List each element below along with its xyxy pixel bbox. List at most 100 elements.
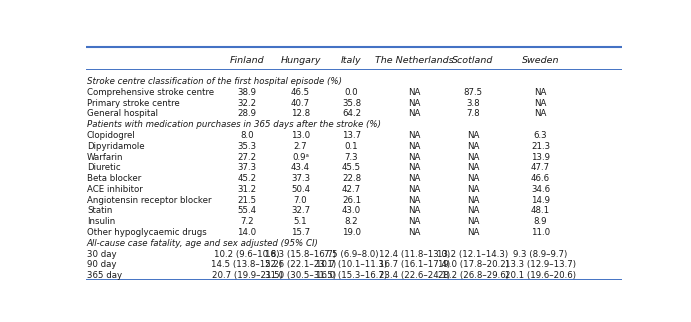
Text: Insulin: Insulin (87, 217, 115, 226)
Text: NA: NA (408, 185, 421, 194)
Text: 16.0 (15.3–16.7): 16.0 (15.3–16.7) (316, 271, 387, 280)
Text: 19.0: 19.0 (342, 228, 361, 237)
Text: 90 day: 90 day (87, 260, 116, 270)
Text: 7.0: 7.0 (294, 196, 307, 205)
Text: Italy: Italy (341, 56, 362, 65)
Text: Scotland: Scotland (453, 56, 493, 65)
Text: 20.1 (19.6–20.6): 20.1 (19.6–20.6) (505, 271, 576, 280)
Text: 48.1: 48.1 (531, 206, 550, 215)
Text: NA: NA (408, 131, 421, 140)
Text: 2.7: 2.7 (294, 142, 307, 151)
Text: 7.8: 7.8 (466, 109, 480, 118)
Text: NA: NA (467, 174, 480, 183)
Text: 7.5 (6.9–8.0): 7.5 (6.9–8.0) (324, 250, 379, 259)
Text: 0.9ᵃ: 0.9ᵃ (292, 153, 309, 162)
Text: 365 day: 365 day (87, 271, 122, 280)
Text: Statin: Statin (87, 206, 112, 215)
Text: NA: NA (408, 163, 421, 172)
Text: NA: NA (408, 206, 421, 215)
Text: 12.8: 12.8 (291, 109, 310, 118)
Text: 31.2: 31.2 (238, 185, 256, 194)
Text: 8.0: 8.0 (240, 131, 254, 140)
Text: NA: NA (467, 196, 480, 205)
Text: 10.2 (9.6–10.8): 10.2 (9.6–10.8) (214, 250, 280, 259)
Text: 45.2: 45.2 (238, 174, 256, 183)
Text: 31.0 (30.5–31.5): 31.0 (30.5–31.5) (265, 271, 336, 280)
Text: 7.3: 7.3 (345, 153, 358, 162)
Text: NA: NA (467, 153, 480, 162)
Text: NA: NA (408, 153, 421, 162)
Text: NA: NA (467, 228, 480, 237)
Text: 64.2: 64.2 (342, 109, 361, 118)
Text: NA: NA (408, 109, 421, 118)
Text: 23.4 (22.6–24.1): 23.4 (22.6–24.1) (379, 271, 451, 280)
Text: 14.0: 14.0 (238, 228, 256, 237)
Text: Clopidogrel: Clopidogrel (87, 131, 135, 140)
Text: 22.8: 22.8 (342, 174, 361, 183)
Text: 43.0: 43.0 (342, 206, 361, 215)
Text: 16.3 (15.8–16.7): 16.3 (15.8–16.7) (265, 250, 336, 259)
Text: 47.7: 47.7 (531, 163, 550, 172)
Text: General hospital: General hospital (87, 109, 158, 118)
Text: 16.7 (16.1–17.4): 16.7 (16.1–17.4) (379, 260, 451, 270)
Text: All-cause case fatality, age and sex adjusted (95% CI): All-cause case fatality, age and sex adj… (87, 239, 319, 248)
Text: 37.3: 37.3 (291, 174, 310, 183)
Text: 43.4: 43.4 (291, 163, 310, 172)
Text: NA: NA (408, 142, 421, 151)
Text: 11.0: 11.0 (531, 228, 550, 237)
Text: Finland: Finland (229, 56, 265, 65)
Text: 87.5: 87.5 (464, 88, 482, 97)
Text: The Netherlands: The Netherlands (375, 56, 454, 65)
Text: 27.2: 27.2 (238, 153, 256, 162)
Text: 15.7: 15.7 (291, 228, 310, 237)
Text: Stroke centre classification of the first hospital episode (%): Stroke centre classification of the firs… (87, 77, 342, 86)
Text: 19.0 (17.8–20.2): 19.0 (17.8–20.2) (437, 260, 509, 270)
Text: 42.7: 42.7 (342, 185, 361, 194)
Text: 32.7: 32.7 (291, 206, 310, 215)
Text: 32.2: 32.2 (238, 99, 256, 108)
Text: 30 day: 30 day (87, 250, 117, 259)
Text: 45.5: 45.5 (342, 163, 361, 172)
Text: NA: NA (467, 185, 480, 194)
Text: NA: NA (408, 88, 421, 97)
Text: NA: NA (534, 109, 547, 118)
Text: 20.7 (19.9–21.5): 20.7 (19.9–21.5) (211, 271, 283, 280)
Text: NA: NA (408, 196, 421, 205)
Text: NA: NA (467, 131, 480, 140)
Text: 10.7 (10.1–11.3): 10.7 (10.1–11.3) (316, 260, 387, 270)
Text: NA: NA (408, 217, 421, 226)
Text: NA: NA (467, 142, 480, 151)
Text: 13.9: 13.9 (531, 153, 550, 162)
Text: ACE inhibitor: ACE inhibitor (87, 185, 142, 194)
Text: 34.6: 34.6 (531, 185, 550, 194)
Text: 5.1: 5.1 (294, 217, 307, 226)
Text: 8.2: 8.2 (345, 217, 358, 226)
Text: NA: NA (534, 99, 547, 108)
Text: NA: NA (534, 88, 547, 97)
Text: 13.0: 13.0 (291, 131, 310, 140)
Text: Other hypoglycaemic drugs: Other hypoglycaemic drugs (87, 228, 207, 237)
Text: 50.4: 50.4 (291, 185, 310, 194)
Text: Hungary: Hungary (281, 56, 321, 65)
Text: Angiotensin receptor blocker: Angiotensin receptor blocker (87, 196, 211, 205)
Text: 46.6: 46.6 (531, 174, 550, 183)
Text: 38.9: 38.9 (238, 88, 256, 97)
Text: 46.5: 46.5 (291, 88, 310, 97)
Text: 21.3: 21.3 (531, 142, 550, 151)
Text: 0.1: 0.1 (345, 142, 358, 151)
Text: 8.9: 8.9 (533, 217, 547, 226)
Text: Primary stroke centre: Primary stroke centre (87, 99, 180, 108)
Text: NA: NA (408, 99, 421, 108)
Text: 28.9: 28.9 (238, 109, 256, 118)
Text: 26.1: 26.1 (342, 196, 361, 205)
Text: Diuretic: Diuretic (87, 163, 120, 172)
Text: 9.3 (8.9–9.7): 9.3 (8.9–9.7) (513, 250, 567, 259)
Text: 55.4: 55.4 (238, 206, 256, 215)
Text: 13.3 (12.9–13.7): 13.3 (12.9–13.7) (505, 260, 576, 270)
Text: NA: NA (408, 174, 421, 183)
Text: NA: NA (467, 206, 480, 215)
Text: Comprehensive stroke centre: Comprehensive stroke centre (87, 88, 214, 97)
Text: 13.7: 13.7 (342, 131, 361, 140)
Text: NA: NA (467, 163, 480, 172)
Text: 35.8: 35.8 (342, 99, 361, 108)
